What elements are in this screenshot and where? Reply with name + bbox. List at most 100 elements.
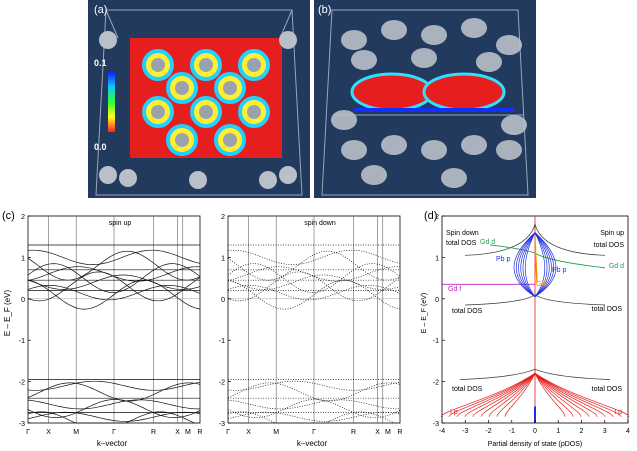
k-point-label: R [197, 429, 202, 436]
i-p-curve [534, 373, 606, 417]
pb-p-curve [534, 232, 557, 298]
band-line [27, 249, 201, 265]
x-tick-label: 3 [603, 428, 607, 435]
k-point-label: Γ [112, 429, 116, 436]
y-tick-label: 1 [435, 255, 439, 262]
gd-d-label-left: Gd d [480, 239, 495, 246]
i-p-curve [496, 373, 536, 417]
k-point-label: R [151, 429, 156, 436]
k-point-label: M [273, 429, 279, 436]
y-tick-label: 2 [21, 214, 25, 221]
k-point-label: R [351, 429, 356, 436]
panel-b-image [321, 9, 529, 196]
band-line [227, 274, 401, 290]
i-p-curve [440, 373, 536, 417]
k-point-label: R [397, 429, 402, 436]
panel-a-image [95, 9, 303, 196]
x-tick-label: 1 [556, 428, 560, 435]
pb-p-label-right: Pb p [552, 267, 567, 274]
band-line [227, 399, 400, 410]
band-line [27, 380, 201, 391]
k-point-label: M [385, 429, 391, 436]
x-tick-label: -2 [485, 428, 491, 435]
y-tick-label: 0 [21, 297, 25, 304]
total-dos-curve [464, 224, 536, 256]
atom-site [247, 105, 261, 119]
i-p-curve [534, 373, 598, 417]
panel-a-scale-min: 0.0 [94, 142, 107, 152]
total-dos-curve [534, 368, 611, 380]
x-tick-label: -4 [439, 428, 445, 435]
i-p-label-left: I p [450, 409, 458, 416]
total-dos-curve [464, 294, 536, 306]
pb-p-curve [534, 232, 546, 297]
band-down-title: spin down [304, 220, 336, 227]
atom-site [223, 81, 237, 95]
pb-p-curve [515, 232, 536, 298]
charge-blob [461, 135, 487, 155]
gd-d-curve [534, 252, 606, 269]
i-p-curve [534, 373, 574, 417]
panel-d-label: (d) [424, 210, 438, 222]
i-p-curve [534, 373, 582, 417]
band-line [227, 271, 401, 302]
spin-down-label: Spin down [446, 230, 479, 237]
atom-sphere [259, 171, 277, 189]
panel-c-label: (c) [2, 210, 15, 222]
panel-b-blobs [331, 18, 527, 188]
k-point-label: Γ [312, 429, 316, 436]
y-tick-label: 2 [221, 214, 225, 221]
k-point-label: M [185, 429, 191, 436]
band-line [227, 411, 400, 424]
pb-p-curve [534, 232, 555, 298]
x-tick-label: 2 [580, 428, 584, 435]
spin-up-label: Spin up [600, 230, 624, 237]
total-dos-label-4: total DOS [592, 306, 623, 313]
pb-p-label-left: Pb p [496, 256, 511, 263]
i-p-curve [456, 373, 536, 417]
atom-sphere [99, 31, 117, 49]
atom-site [151, 58, 165, 72]
total-dos-curve [534, 294, 606, 306]
charge-blob [476, 52, 502, 72]
panel-d-chart: E – E_F (eV) -4 -3 -2 -1 0 1 2 3 4 210-1-2-3 Par… [421, 214, 630, 448]
pb-p-curve [534, 232, 550, 297]
total-dos-label-6: total DOS [592, 386, 623, 393]
charge-blob [331, 110, 357, 130]
x-tick-label: 4 [626, 428, 630, 435]
charge-blob [461, 18, 487, 38]
gd-d-curve [489, 244, 536, 254]
charge-blob [341, 30, 367, 50]
y-tick-label: 0 [435, 297, 439, 304]
atom-site [247, 58, 261, 72]
i-p-curve [480, 373, 536, 417]
i-p-curve [504, 373, 536, 417]
i-p-curve [488, 373, 536, 417]
y-tick-label: -1 [219, 338, 225, 345]
charge-blob [411, 48, 437, 68]
atom-sphere [279, 166, 297, 184]
pb-p-bar [534, 406, 536, 423]
band-up-title: spin up [109, 220, 132, 227]
i-p-curve [534, 373, 622, 417]
k-point-label: Γ [226, 429, 230, 436]
band-up-xlabel: k–vector [97, 439, 128, 448]
y-tick-label: 0 [221, 297, 225, 304]
i-p-curve [534, 373, 614, 417]
y-tick-label: -3 [19, 421, 25, 428]
i-p-label-right: I p [614, 409, 622, 416]
pb-p-curve [524, 232, 536, 297]
band-line [227, 399, 401, 418]
y-tick-label: 2 [435, 214, 439, 221]
atom-site [223, 133, 237, 147]
total-dos-curve [459, 368, 536, 380]
band-line [27, 399, 200, 410]
x-tick-label: -1 [509, 428, 515, 435]
y-tick-label: -3 [219, 421, 225, 428]
i-p-curve [472, 373, 536, 417]
panel-a-label: (a) [94, 4, 108, 16]
band-line [227, 380, 401, 391]
atom-site [175, 81, 189, 95]
band-line [27, 279, 201, 310]
